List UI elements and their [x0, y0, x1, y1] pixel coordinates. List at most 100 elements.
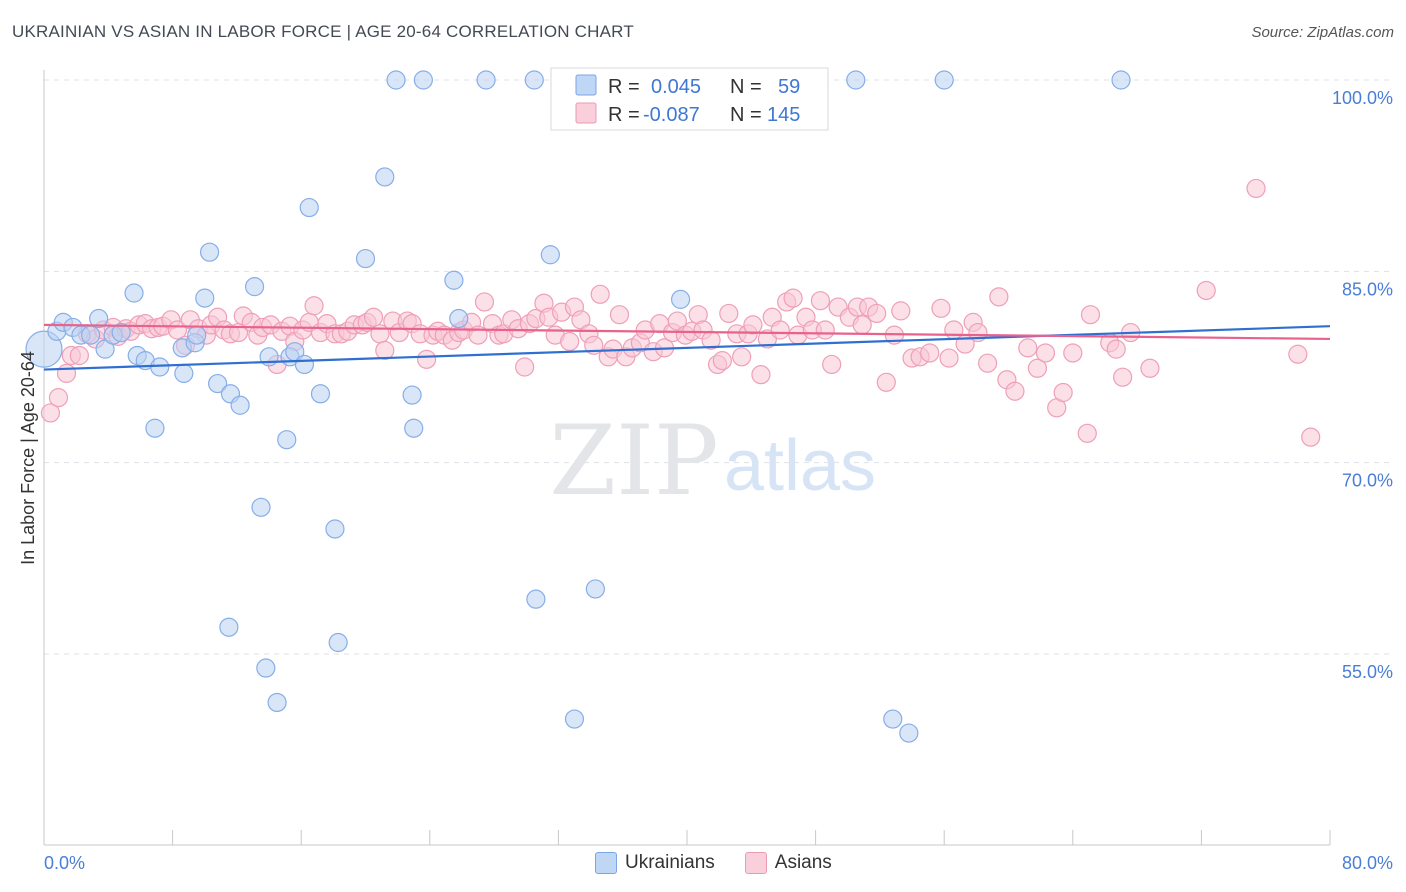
asian-point — [56, 363, 77, 383]
asian-point — [1053, 382, 1073, 403]
asian-point — [920, 343, 940, 363]
bottom-legend: Ukrainians Asians — [595, 852, 854, 874]
asian-point — [1140, 358, 1160, 378]
ukrainians-points — [25, 70, 1131, 743]
asian-point — [560, 331, 580, 352]
ukrainian-point — [299, 197, 319, 218]
asian-point — [1246, 178, 1266, 199]
ukrainian-point — [310, 384, 331, 404]
asian-point — [363, 307, 384, 327]
ukrainian-point — [404, 418, 424, 438]
asian-point — [1080, 305, 1101, 325]
source-label: Source: ZipAtlas.com — [1251, 24, 1394, 41]
asian-point — [375, 340, 395, 361]
legend-r-label-1: R = — [608, 76, 640, 98]
asian-point — [590, 284, 610, 304]
ukrainian-point — [1111, 70, 1131, 90]
legend-n-label-2: N = — [730, 104, 762, 126]
ukrainian-point — [25, 330, 63, 368]
asian-point — [989, 287, 1009, 307]
asian-point — [609, 305, 630, 325]
y-tick-label-2: 85.0% — [1342, 279, 1393, 299]
ukrainian-point — [328, 632, 348, 653]
ukrainian-point — [199, 242, 220, 262]
asian-point — [931, 298, 951, 318]
asian-point — [939, 348, 959, 368]
legend-n-value-2: 145 — [767, 104, 800, 126]
legend-swatch-ukrainians — [575, 74, 597, 96]
ukrainian-point — [355, 248, 376, 269]
x-tick-label-max: 80.0% — [1342, 853, 1393, 873]
asian-point — [751, 365, 771, 385]
ukrainians-swatch — [595, 852, 617, 874]
asian-point — [1106, 339, 1126, 359]
asian-point — [783, 288, 803, 308]
ukrainian-point — [444, 270, 464, 290]
ukrainian-point — [277, 430, 297, 450]
ukrainian-point — [899, 723, 919, 743]
ukrainians-trendline — [43, 325, 1331, 371]
asian-point — [416, 349, 437, 369]
asian-point — [743, 315, 763, 335]
ukrainian-point — [449, 308, 469, 329]
ukrainian-point — [150, 357, 170, 377]
tick-labels: 55.0% 70.0% 85.0% 100.0% 0.0% 80.0% — [44, 88, 1393, 873]
legend-r-value-2: -0.087 — [643, 104, 700, 126]
ukrainian-point — [294, 354, 315, 375]
ukrainian-point — [585, 579, 605, 599]
ukrainian-point — [526, 589, 546, 609]
legend-n-label-1: N = — [730, 76, 762, 98]
watermark-atlas: atlas — [724, 426, 876, 506]
asian-point — [48, 388, 69, 408]
legend-item-ukrainians[interactable]: Ukrainians — [595, 852, 715, 874]
legend-n-value-1: 59 — [778, 76, 800, 98]
asian-point — [1018, 338, 1038, 358]
asians-trendline — [43, 323, 1331, 341]
asian-point — [867, 303, 887, 324]
ukrainian-point — [244, 277, 265, 297]
asian-point — [822, 354, 842, 375]
asian-point — [1301, 427, 1321, 447]
legend-r-label-2: R = — [608, 104, 640, 126]
y-tick-label-1: 70.0% — [1342, 471, 1393, 491]
asian-point — [891, 301, 911, 321]
watermark-zip: ZIP — [549, 405, 718, 517]
ukrainian-point — [187, 325, 207, 345]
asian-point — [1063, 343, 1083, 363]
asian-point — [712, 351, 732, 371]
legend-item-asians[interactable]: Asians — [744, 852, 832, 874]
ukrainian-point — [195, 288, 215, 308]
ukrainian-point — [402, 385, 422, 405]
ukrainian-point — [413, 70, 433, 90]
zipatlas-watermark: ZIP atlas — [549, 405, 876, 517]
asian-point — [978, 353, 998, 373]
y-tick-label-3: 100.0% — [1332, 88, 1393, 108]
asian-point — [515, 357, 535, 377]
ukrainian-point — [230, 395, 250, 415]
y-tick-label-0: 55.0% — [1342, 662, 1393, 682]
ukrainian-point — [174, 363, 194, 383]
asian-point — [876, 372, 896, 392]
asian-point — [852, 315, 872, 335]
ukrainian-point — [111, 322, 131, 343]
asian-point — [1077, 423, 1097, 443]
ukrainian-point — [325, 519, 345, 539]
asian-point — [815, 320, 835, 340]
ukrainian-point — [251, 497, 271, 517]
ukrainians-label: Ukrainians — [625, 852, 715, 873]
ukrainian-point — [934, 70, 954, 90]
ukrainian-point — [476, 70, 496, 90]
asian-point — [1288, 344, 1308, 364]
chart-title: UKRAINIAN VS ASIAN IN LABOR FORCE | AGE … — [12, 22, 634, 41]
asian-point — [1035, 343, 1056, 363]
asians-label: Asians — [774, 852, 832, 873]
asian-point — [1113, 367, 1133, 387]
asian-point — [69, 345, 89, 366]
asian-point — [719, 303, 739, 324]
ukrainian-point — [846, 70, 866, 90]
legend-box: R = 0.045 N = 59 R = -0.087 N = 145 — [550, 67, 829, 131]
ukrainian-point — [375, 167, 395, 187]
ukrainian-point — [524, 70, 544, 90]
gridlines — [44, 79, 1392, 655]
